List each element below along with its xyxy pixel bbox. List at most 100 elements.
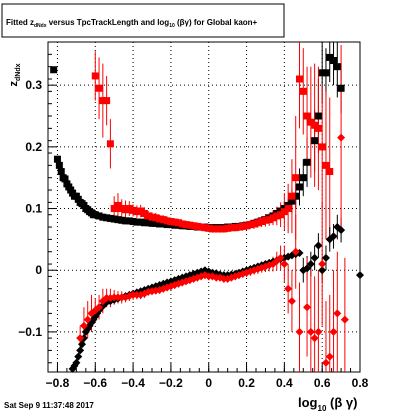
data-point-square <box>140 219 148 227</box>
title-sub2: 10 <box>169 23 175 29</box>
x-tick-label: 0.4 <box>276 376 293 390</box>
title-box: Fitted zdNdx versus TpcTrackLength and l… <box>1 3 285 38</box>
data-point-diamond <box>78 340 87 349</box>
data-point-square <box>258 217 266 225</box>
data-point-diamond <box>284 284 293 293</box>
data-point-square <box>171 218 179 226</box>
data-point-square <box>114 216 122 224</box>
data-point-diamond <box>303 303 312 312</box>
x-tick-label: −0.6 <box>83 376 107 390</box>
data-point-diamond <box>329 232 338 241</box>
data-point-square <box>303 112 311 120</box>
data-point-square <box>159 216 167 224</box>
data-point-square <box>152 219 160 227</box>
data-point-square <box>295 75 303 83</box>
y-tick-label: 0.2 <box>25 140 42 154</box>
data-point-diamond <box>321 253 330 262</box>
title-prefix: Fitted z <box>6 18 34 27</box>
data-point-square <box>110 215 118 223</box>
data-point-diamond <box>83 315 92 324</box>
data-point-diamond <box>72 358 81 367</box>
data-point-square <box>95 84 103 92</box>
data-point-square <box>277 211 285 219</box>
data-point-square <box>133 218 141 226</box>
data-point-diamond <box>310 334 319 343</box>
data-point-diamond <box>76 334 85 343</box>
y-tick-label: 0.1 <box>25 202 42 216</box>
axis-ticks: −0.8 −0.6 −0.4 −0.2 0 0.2 0.4 0.6 0.8 −0.1 0 0.1 0.2… <box>18 53 369 390</box>
data-point-square <box>57 168 65 176</box>
data-point-square <box>137 218 145 226</box>
y-axis-label-sub: dNdx <box>15 63 22 81</box>
data-point-square <box>99 97 107 105</box>
data-point-square <box>106 214 114 222</box>
data-point-square <box>330 57 338 65</box>
x-tick-label: 0.6 <box>314 376 331 390</box>
data-point-square <box>273 212 281 220</box>
data-point-square <box>265 216 273 224</box>
data-point-square <box>326 168 334 176</box>
data-point-diamond <box>280 260 289 269</box>
data-point-square <box>212 225 220 233</box>
data-point-square <box>133 208 141 216</box>
data-point-diamond <box>76 346 85 355</box>
data-point-diamond <box>325 352 334 361</box>
data-point-square <box>148 213 156 221</box>
data-point-diamond <box>356 271 364 280</box>
data-point-square <box>250 220 258 228</box>
data-point-square <box>239 222 247 230</box>
data-point-square <box>91 72 99 80</box>
data-point-diamond <box>74 352 83 361</box>
data-point-square <box>152 214 160 222</box>
data-point-square <box>61 175 69 183</box>
data-point-square <box>284 205 292 213</box>
data-point-square <box>311 121 319 129</box>
data-point-square <box>125 217 133 225</box>
data-point-square <box>314 124 322 132</box>
data-point-square <box>292 174 300 182</box>
data-point-square <box>122 217 130 225</box>
y-axis-label: zdNdx <box>8 63 22 86</box>
data-point-square <box>55 161 63 169</box>
y-tick-label: −0.1 <box>18 325 42 339</box>
data-point-square <box>243 222 251 230</box>
y-tick-label: 0.3 <box>25 78 42 92</box>
data-point-square <box>299 174 307 182</box>
x-tick-label: 0 <box>205 376 212 390</box>
data-point-square <box>190 222 198 230</box>
data-point-square <box>261 216 269 224</box>
data-point-square <box>235 223 243 231</box>
data-markers <box>50 53 364 373</box>
data-point-square <box>193 222 201 230</box>
data-point-square <box>114 201 122 209</box>
data-point-diamond <box>340 315 349 324</box>
data-point-square <box>311 137 319 145</box>
data-point-square <box>326 53 334 61</box>
footer-timestamp: Sat Sep 9 11:37:48 2017 <box>4 401 94 410</box>
data-point-square <box>209 225 217 233</box>
data-point-diamond <box>250 266 259 275</box>
data-point-square <box>201 224 209 232</box>
data-point-square <box>129 217 137 225</box>
data-point-square <box>178 220 186 228</box>
x-axis-label-sub: 10 <box>318 404 327 413</box>
data-point-square <box>118 205 126 213</box>
data-point-square <box>246 221 254 229</box>
data-point-diamond <box>318 266 327 275</box>
data-point-diamond <box>310 253 319 262</box>
x-tick-label: −0.4 <box>121 376 145 390</box>
data-point-square <box>314 112 322 120</box>
data-point-square <box>303 158 311 166</box>
data-point-square <box>159 220 167 228</box>
data-point-square <box>156 220 164 228</box>
data-point-square <box>103 214 111 222</box>
data-point-diamond <box>95 303 104 312</box>
data-point-square <box>99 213 107 221</box>
data-point-diamond <box>321 358 330 367</box>
data-point-square <box>307 118 315 126</box>
data-point-square <box>322 161 330 169</box>
svg-text:Fitted zdNdx versus TpcTrackLe: Fitted zdNdx versus TpcTrackLength and l… <box>6 18 258 29</box>
data-point-diamond <box>333 309 342 318</box>
title-suffix: (βγ) for Global kaon+ <box>175 18 258 27</box>
data-point-diamond <box>295 327 304 336</box>
